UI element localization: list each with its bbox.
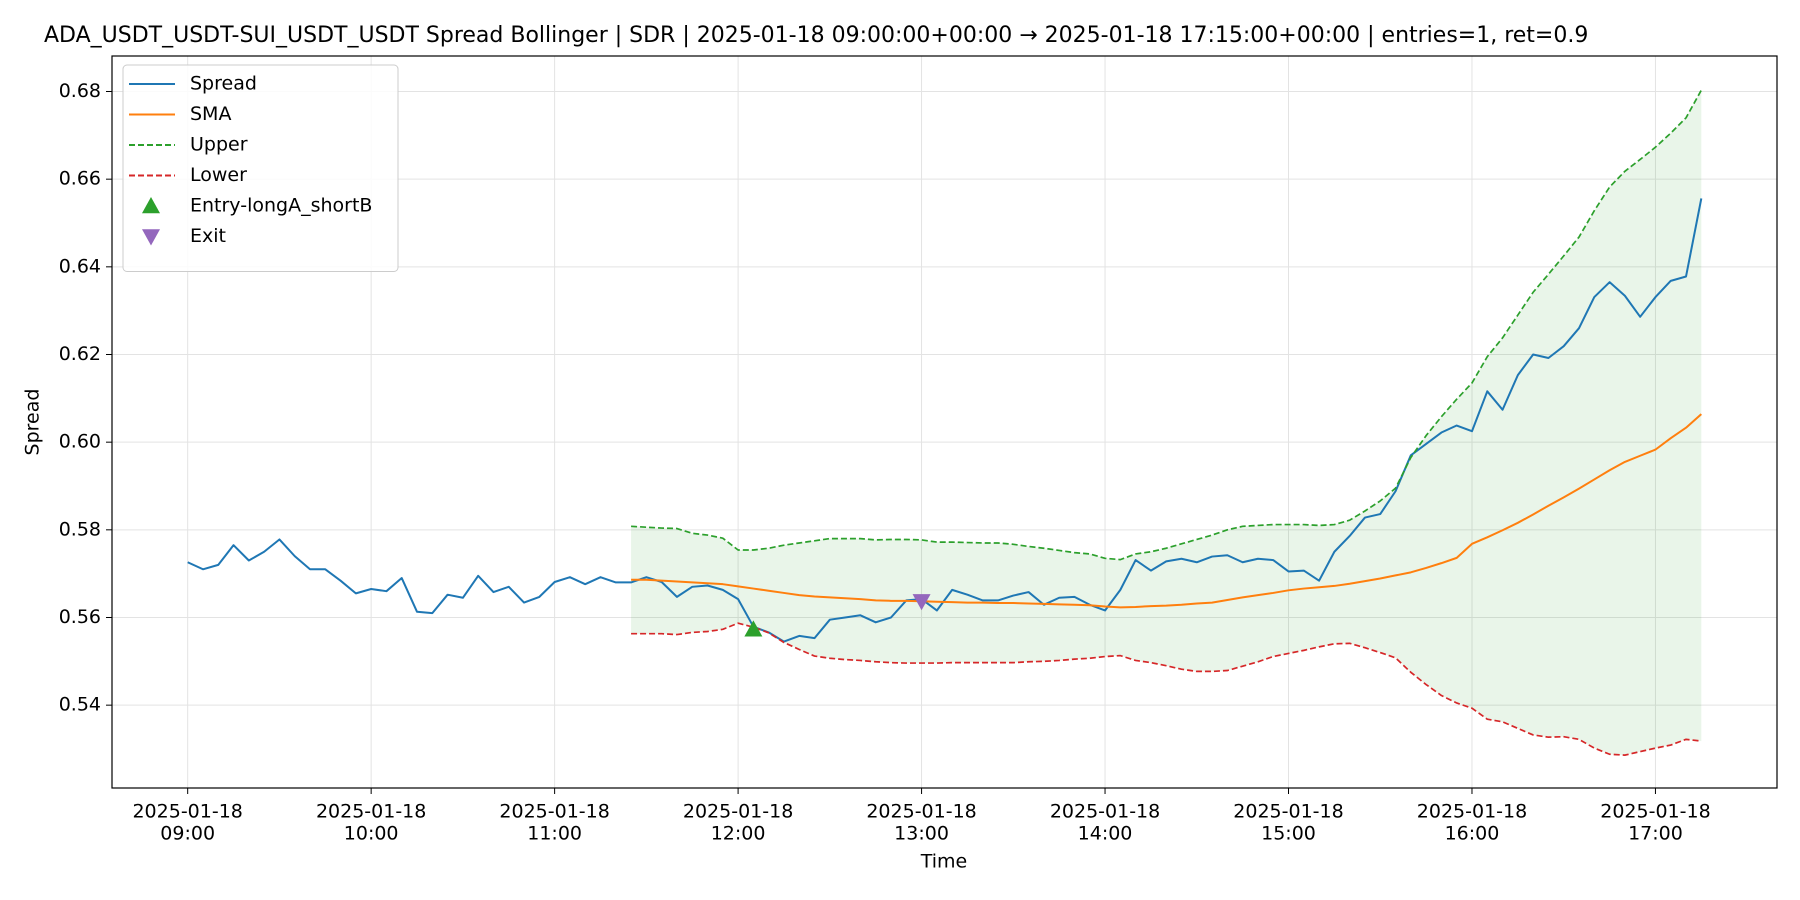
series-line bbox=[187, 198, 1703, 643]
x-tick-label: 15:00 bbox=[1261, 823, 1316, 845]
x-tick-label: 2025-01-18 bbox=[1050, 801, 1160, 823]
x-tick-label: 2025-01-18 bbox=[866, 801, 976, 823]
legend-label: Upper bbox=[190, 134, 248, 156]
x-tick-label: 17:00 bbox=[1628, 823, 1683, 845]
x-tick-label: 10:00 bbox=[344, 823, 399, 845]
legend-box bbox=[122, 64, 399, 272]
y-axis-label: Spread bbox=[22, 389, 44, 456]
x-tick-label: 16:00 bbox=[1445, 823, 1500, 845]
legend-label: Lower bbox=[190, 164, 247, 186]
x-tick-label: 13:00 bbox=[894, 823, 949, 845]
y-tick-label: 0.54 bbox=[59, 694, 101, 716]
legend-marker bbox=[142, 229, 160, 246]
x-tick-label: 2025-01-18 bbox=[683, 801, 793, 823]
band-fill bbox=[631, 90, 1702, 756]
x-tick-label: 11:00 bbox=[527, 823, 582, 845]
series-line bbox=[631, 89, 1703, 561]
x-tick-label: 12:00 bbox=[711, 823, 766, 845]
chart-title: ADA_USDT_USDT-SUI_USDT_USDT Spread Bolli… bbox=[44, 23, 1588, 48]
legend: Spread SMA Upper Lower Entry-longA_shortB Exi… bbox=[122, 64, 399, 272]
legend-label: SMA bbox=[190, 103, 231, 125]
y-tick-label: 0.60 bbox=[59, 431, 101, 453]
x-tick-label: 2025-01-18 bbox=[1600, 801, 1710, 823]
trade-marker bbox=[744, 620, 763, 637]
legend-label: Spread bbox=[190, 73, 257, 95]
x-tick-label: 2025-01-18 bbox=[1233, 801, 1343, 823]
x-tick-label: 2025-01-18 bbox=[316, 801, 426, 823]
trade-marker bbox=[912, 594, 931, 611]
y-tick-label: 0.56 bbox=[59, 606, 101, 628]
plot-frame bbox=[111, 55, 1778, 789]
x-tick-label: 2025-01-18 bbox=[499, 801, 609, 823]
legend-label: Exit bbox=[190, 225, 226, 247]
x-axis-label: Time bbox=[920, 851, 968, 873]
legend-label: Entry-longA_shortB bbox=[190, 195, 372, 217]
x-tick-label: 2025-01-18 bbox=[132, 801, 242, 823]
x-tick-label: 09:00 bbox=[160, 823, 215, 845]
x-tick-label: 14:00 bbox=[1078, 823, 1133, 845]
legend-marker bbox=[142, 197, 160, 214]
y-tick-label: 0.64 bbox=[59, 255, 101, 277]
y-tick-label: 0.68 bbox=[59, 80, 101, 102]
series-line bbox=[631, 622, 1702, 756]
series-line bbox=[631, 413, 1702, 609]
y-tick-label: 0.66 bbox=[59, 168, 101, 190]
y-tick-label: 0.62 bbox=[59, 343, 101, 365]
y-tick-label: 0.58 bbox=[59, 518, 101, 540]
x-tick-label: 2025-01-18 bbox=[1417, 801, 1527, 823]
